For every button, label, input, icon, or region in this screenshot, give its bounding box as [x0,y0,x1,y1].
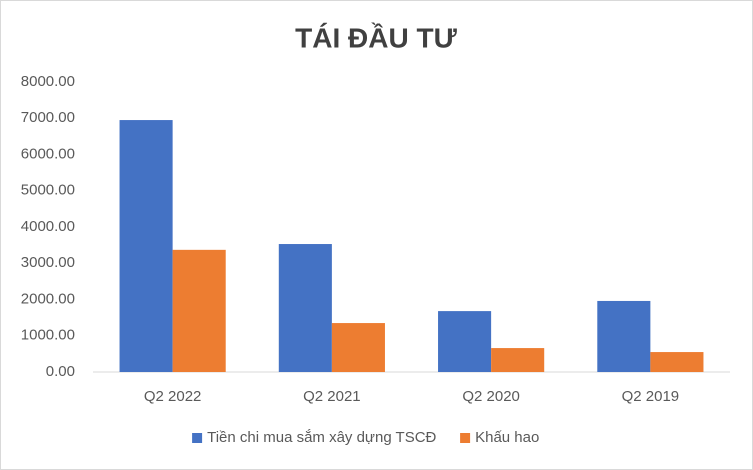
legend-swatch [192,433,203,443]
bar [650,352,704,372]
x-tick-label: Q2 2022 [144,388,202,405]
bar [278,244,332,372]
bar [119,120,173,372]
bar [597,300,651,372]
y-tick-label: 1000.00 [21,327,75,344]
legend-label: Tiền chi mua sắm xây dựng TSCĐ [207,429,436,446]
y-tick-label: 0.00 [46,363,75,380]
y-tick-label: 5000.00 [21,182,75,199]
x-tick-label: Q2 2021 [303,388,361,405]
x-tick-label: Q2 2020 [462,388,520,405]
y-tick-label: 8000.00 [21,73,75,90]
bar [331,323,385,372]
chart-title: TÁI ĐẦU TƯ [295,22,457,53]
bar [438,311,492,372]
legend-label: Khấu hao [475,429,539,446]
y-tick-label: 4000.00 [21,218,75,235]
y-tick-label: 7000.00 [21,109,75,126]
legend-swatch [460,433,471,443]
bar [491,348,545,372]
y-tick-label: 6000.00 [21,145,75,162]
y-tick-label: 2000.00 [21,290,75,307]
x-tick-label: Q2 2019 [622,388,680,405]
bar [172,249,226,372]
y-tick-label: 3000.00 [21,254,75,271]
